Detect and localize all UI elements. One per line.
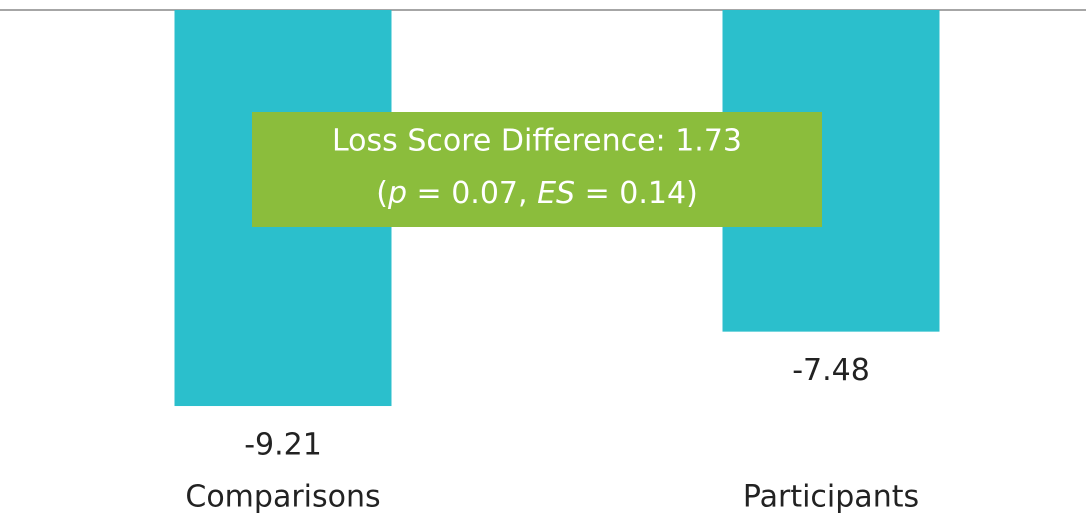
category-label: Comparisons bbox=[185, 480, 380, 515]
annotation-part: ( bbox=[376, 176, 388, 211]
annotation-part: ES bbox=[537, 176, 575, 211]
value-label: -9.21 bbox=[244, 428, 322, 463]
annotation-line: Loss Score Difference: 1.73 bbox=[332, 124, 742, 159]
annotation-line: (p = 0.07, ES = 0.14) bbox=[376, 176, 698, 211]
category-label: Participants bbox=[743, 480, 919, 515]
value-label: -7.48 bbox=[792, 353, 870, 388]
annotation-box bbox=[252, 112, 822, 227]
annotation-part: = 0.14) bbox=[575, 176, 698, 211]
annotation-part: p bbox=[387, 176, 407, 211]
annotation-part: = 0.07, bbox=[407, 176, 537, 211]
